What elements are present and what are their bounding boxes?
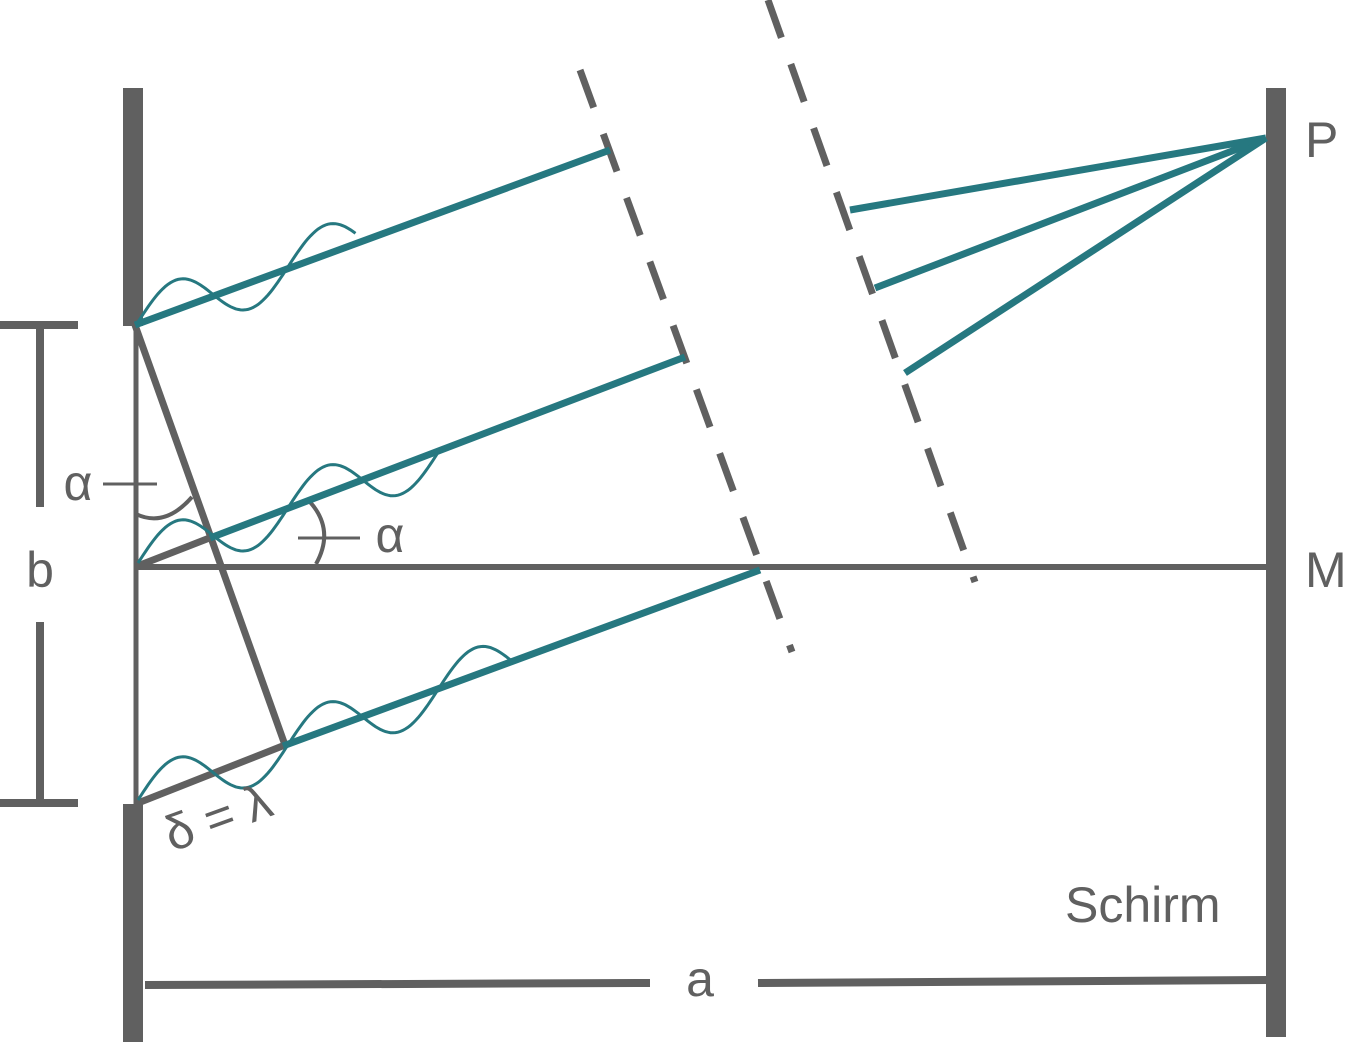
angle-arc-left (135, 495, 194, 521)
angle-arc-right (308, 500, 327, 565)
ray-bottom (281, 566, 762, 750)
ray-middle-start (133, 533, 214, 571)
wave-middle (136, 451, 440, 564)
label-alpha-right: α (376, 507, 405, 563)
ray-top (133, 146, 612, 329)
wave-bottom (136, 644, 514, 801)
label-a: a (686, 951, 714, 1007)
ray-to-p-2 (873, 134, 1268, 292)
ray-middle (208, 353, 687, 542)
wavefront-dashed-2 (764, 0, 979, 584)
wavefront-dashed-1 (576, 68, 796, 654)
label-b: b (26, 542, 54, 598)
label-point-m: M (1305, 542, 1347, 598)
ray-bottom-start (136, 741, 287, 807)
dim-a-right (757, 976, 1269, 987)
label-screen: Schirm (1065, 877, 1221, 933)
wave-top (136, 222, 357, 323)
ray-to-p-1 (849, 134, 1267, 214)
dim-a-left (144, 979, 651, 989)
label-point-p: P (1305, 112, 1338, 168)
ray-to-p-3 (903, 135, 1268, 376)
label-alpha-left: α (64, 455, 93, 511)
